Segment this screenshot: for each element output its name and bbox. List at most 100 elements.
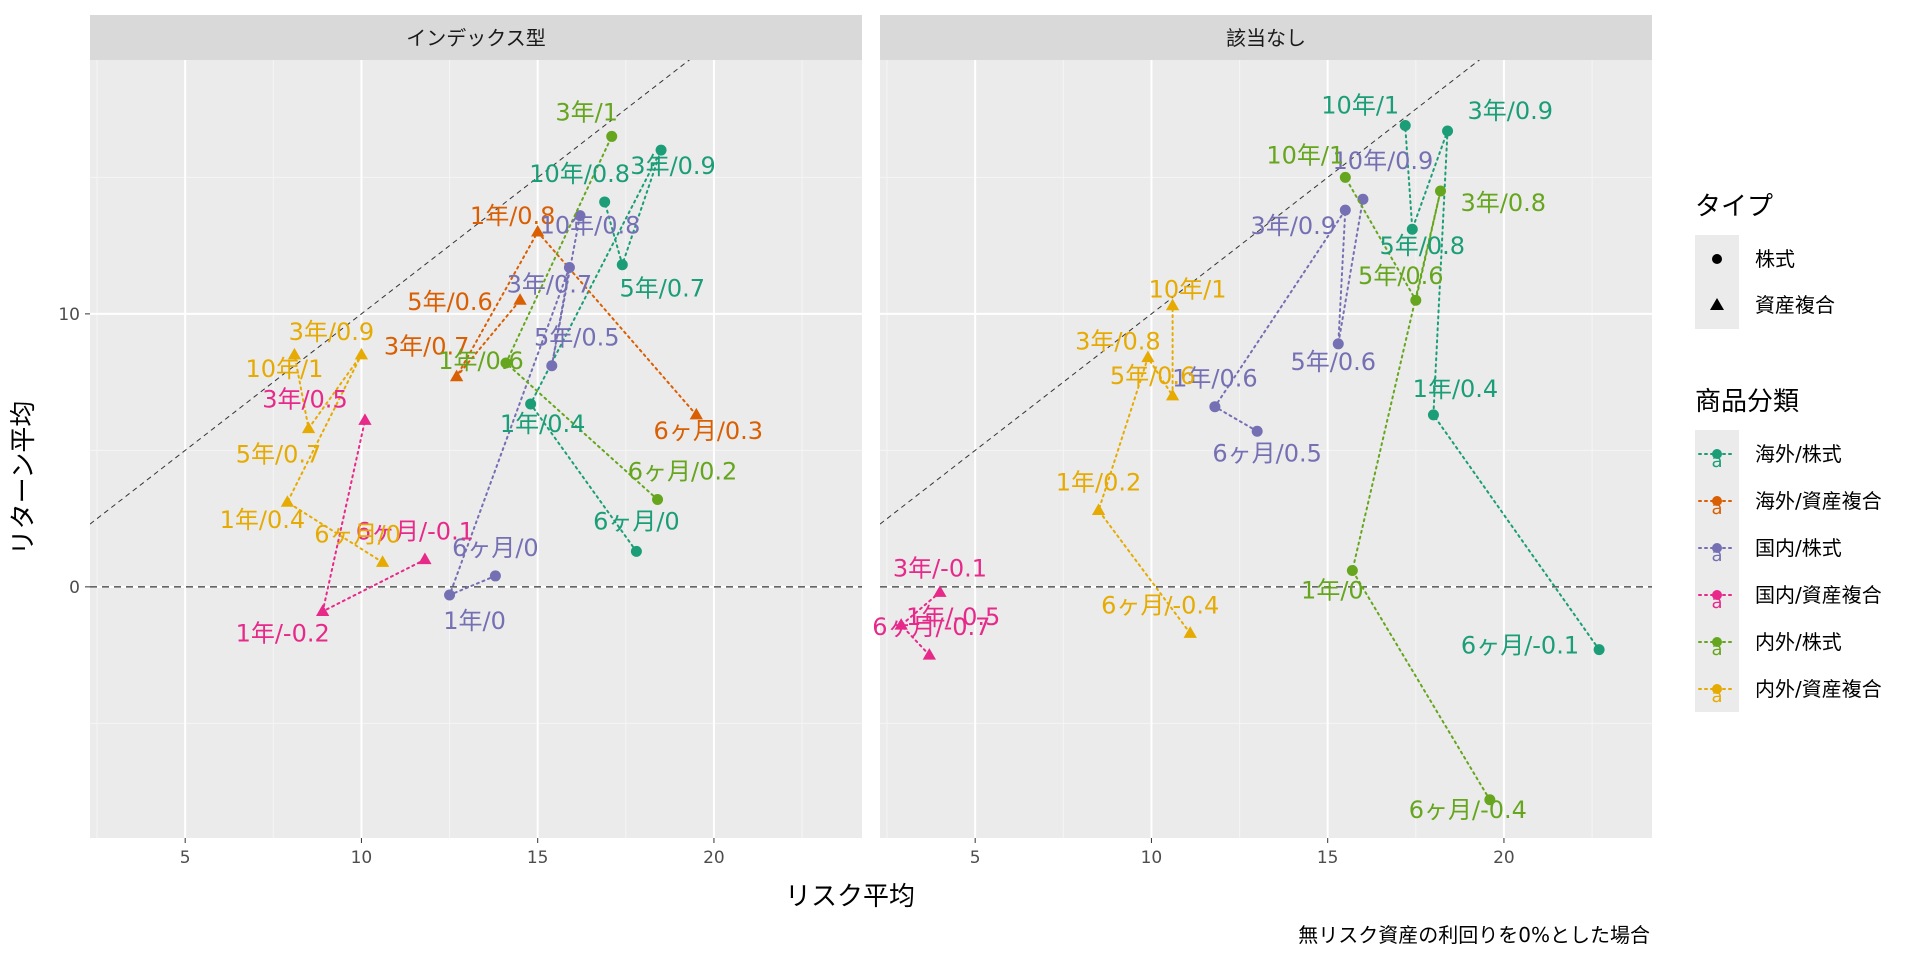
legend-key-triangle xyxy=(1710,298,1724,310)
point-label: 6ヶ月/0.5 xyxy=(1212,439,1322,467)
point-label: 1年/0.4 xyxy=(1413,375,1499,403)
data-point xyxy=(1410,294,1422,306)
point-label: 10年/0.9 xyxy=(1333,147,1434,175)
series-内外/株式 xyxy=(1339,171,1496,806)
data-point xyxy=(922,648,937,660)
series-国内/資産複合 xyxy=(894,585,947,660)
data-point xyxy=(1339,171,1351,183)
point-label: 5年/0.7 xyxy=(236,441,322,469)
legend-key-glyph: a xyxy=(1711,592,1722,613)
series-海外/資産複合 xyxy=(449,224,703,420)
panel-title: インデックス型 xyxy=(406,26,545,50)
data-point xyxy=(574,210,586,222)
point-label: 1年/0.4 xyxy=(500,410,586,438)
point-label: 6ヶ月/0 xyxy=(593,507,680,535)
point-label: 1年/0.4 xyxy=(220,506,306,534)
data-point xyxy=(1434,185,1446,197)
point-label: 5年/0.6 xyxy=(407,288,493,316)
data-point xyxy=(1141,350,1155,363)
point-label: 6ヶ月/0 xyxy=(452,534,539,562)
series-内外/株式 xyxy=(500,130,664,506)
series-内外/資産複合 xyxy=(280,347,390,567)
data-point xyxy=(894,618,908,630)
point-label: 3年/0.8 xyxy=(1460,189,1546,217)
point-label: 5年/0.6 xyxy=(1358,262,1444,290)
point-label: 5年/0.5 xyxy=(534,324,620,352)
point-label: 6ヶ月/-0.1 xyxy=(356,518,474,546)
data-point xyxy=(287,347,302,360)
point-label: 6ヶ月/-0.4 xyxy=(1409,796,1527,824)
data-point xyxy=(358,413,372,425)
point-label: 5年/0.6 xyxy=(1290,348,1376,376)
legend-title-type: タイプ xyxy=(1695,192,1773,222)
legend-key-glyph: a xyxy=(1711,545,1722,566)
panel-strip xyxy=(880,15,1652,60)
panel-background xyxy=(880,60,1652,838)
y-axis-title: リターン平均 xyxy=(9,401,39,556)
data-point xyxy=(1209,401,1221,413)
point-label: 1年/0.6 xyxy=(438,347,524,375)
data-point xyxy=(1165,388,1180,401)
point-label: 1年/0.6 xyxy=(1172,365,1258,393)
data-point xyxy=(1357,193,1369,205)
point-label: 10年/1 xyxy=(1149,276,1227,304)
series-line xyxy=(455,230,698,416)
point-label: 1年/-0.5 xyxy=(906,603,1000,631)
panels: インデックス型 5 10 15 20 0 10 6ヶ月/0 1年/0.4 3年/0.9 5年/0.7… xyxy=(58,15,1652,868)
data-point xyxy=(630,545,642,557)
data-point xyxy=(301,421,316,434)
data-point xyxy=(354,347,369,360)
y-tick-label: 0 xyxy=(69,578,80,598)
data-point xyxy=(1406,223,1418,235)
point-label: 6ヶ月/-0.7 xyxy=(872,613,990,641)
legend-label: 内外/株式 xyxy=(1755,630,1842,654)
data-point xyxy=(1251,425,1263,437)
data-point xyxy=(1442,125,1454,137)
legend-key-circle xyxy=(1712,254,1722,264)
data-point xyxy=(652,494,664,506)
x-tick-label: 15 xyxy=(527,848,549,868)
point-label: 3年/0.9 xyxy=(630,152,716,180)
point-label: 3年/0.8 xyxy=(1075,328,1161,356)
point-label: 6ヶ月/-0.1 xyxy=(1461,632,1579,660)
series-国内/株式 xyxy=(444,210,586,601)
legend-label: 国内/資産複合 xyxy=(1755,583,1882,607)
data-point xyxy=(1399,120,1411,132)
point-label: 3年/1 xyxy=(555,98,618,126)
data-point xyxy=(689,407,703,420)
point-label: 10年/1 xyxy=(246,355,324,383)
legend-key-point xyxy=(1712,590,1722,600)
diagonal-reference-line xyxy=(90,60,691,525)
legend-key-point xyxy=(1712,543,1722,553)
x-tick-label: 5 xyxy=(970,848,981,868)
legend-key-glyph: a xyxy=(1711,639,1722,660)
point-label: 5年/0.8 xyxy=(1380,232,1466,260)
data-point xyxy=(933,585,947,597)
legend-label: 資産複合 xyxy=(1755,293,1835,317)
legend-label: 株式 xyxy=(1755,247,1795,271)
data-point xyxy=(1346,564,1358,576)
series-line xyxy=(529,149,663,553)
point-label: 10年/1 xyxy=(1266,141,1344,169)
panel-strip xyxy=(90,15,862,60)
point-label: 6ヶ月/-0.4 xyxy=(1101,591,1219,619)
legend-title-category: 商品分類 xyxy=(1695,387,1799,417)
series-海外/株式 xyxy=(525,144,667,557)
data-point xyxy=(655,144,667,156)
panel-plot-area xyxy=(880,60,1652,806)
legend-key-point xyxy=(1712,637,1722,647)
data-point xyxy=(1484,794,1496,806)
panel-plot-area xyxy=(90,60,862,616)
legend-key-point xyxy=(1712,684,1722,694)
legend-key-glyph: a xyxy=(1711,451,1722,472)
legend-label: 海外/資産複合 xyxy=(1755,489,1882,513)
data-point xyxy=(316,604,330,616)
data-point xyxy=(531,224,545,237)
diagonal-reference-line xyxy=(880,60,1481,525)
data-point xyxy=(599,196,611,208)
data-point xyxy=(1427,409,1439,421)
data-point xyxy=(418,552,432,565)
data-point xyxy=(1165,298,1180,311)
point-label: 10年/0.8 xyxy=(529,160,630,188)
